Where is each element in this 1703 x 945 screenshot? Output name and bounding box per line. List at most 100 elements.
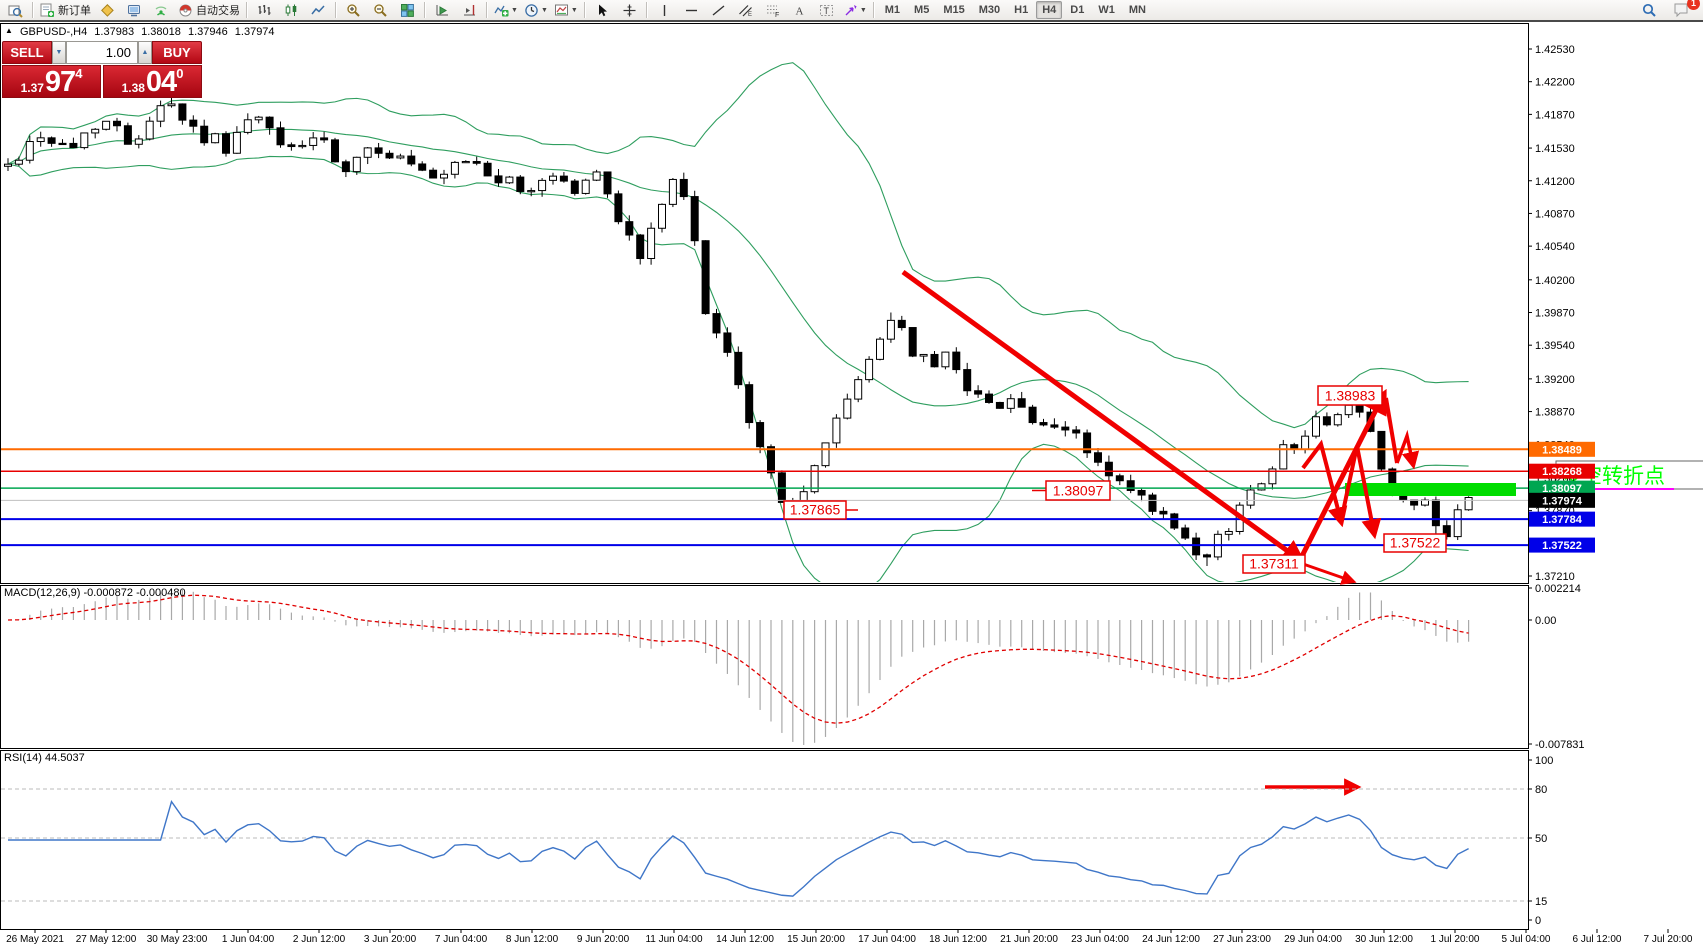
price-axis-tick: 1.41530 (1535, 143, 1575, 155)
templates-button[interactable]: ▼ (551, 0, 581, 21)
volume-decrease-button[interactable]: ▼ (52, 41, 66, 64)
trend-arrow[interactable] (1339, 445, 1382, 540)
candlestick (505, 176, 514, 184)
channel-button[interactable]: E (732, 0, 759, 21)
toolbar-separator (424, 2, 426, 18)
macd-indicator-label: MACD(12,26,9) -0.000872 -0.000480 (4, 587, 186, 599)
candlestick (549, 175, 557, 181)
low-value: 1.37946 (187, 26, 228, 38)
candlestick (1181, 527, 1190, 539)
candlestick (756, 422, 765, 448)
candlestick (647, 227, 656, 260)
cursor-button[interactable] (589, 0, 616, 21)
toolbar: 新订单 自动交易 ▼ ▼ ▼ E F A T ▼ M1 M5 M15 M30 H1 H4 D1 W1 MN 1 (0, 0, 1703, 22)
trend-arrow[interactable] (1301, 439, 1348, 528)
candlestick (1333, 414, 1342, 426)
line-chart-button[interactable] (305, 0, 332, 21)
candlestick (1301, 435, 1310, 450)
price-tag (1529, 463, 1595, 479)
timeframe-m1-button[interactable]: M1 (884, 4, 901, 16)
price-tag (1529, 441, 1595, 457)
candlestick (930, 353, 939, 368)
timeframe-m30-button[interactable]: M30 (978, 4, 1001, 16)
buy-price-display[interactable]: 1.38 04 0 (103, 65, 202, 98)
rsi-axis-tick: 50 (1535, 833, 1547, 845)
candlestick (908, 327, 917, 357)
price-annotation-text: 1.37522 (1390, 535, 1441, 551)
market-watch-icon[interactable] (2, 0, 29, 21)
sell-button[interactable]: SELL (2, 41, 52, 64)
price-axis-tick: 1.40540 (1535, 241, 1575, 253)
search-button[interactable] (1635, 0, 1662, 21)
trend-arrow[interactable] (1297, 388, 1387, 562)
buy-button[interactable]: BUY (152, 41, 202, 64)
zoom-in-button[interactable] (340, 0, 367, 21)
price-annotation-box[interactable] (1383, 533, 1447, 553)
svg-text:1.38097: 1.38097 (1542, 483, 1582, 495)
horizontal-line-button[interactable] (678, 0, 705, 21)
trend-arrow[interactable] (1384, 397, 1399, 464)
date-axis-label: 8 Jun 12:00 (506, 934, 559, 945)
candlestick (1126, 480, 1135, 491)
date-axis-label: 29 Jun 04:00 (1284, 934, 1342, 945)
macd-axis-tick: 0.002214 (1535, 583, 1581, 595)
candlestick (232, 131, 241, 154)
candlestick (472, 161, 481, 164)
label-button[interactable]: T (813, 0, 840, 21)
sell-price-display[interactable]: 1.37 97 4 (2, 65, 101, 98)
zoom-out-button[interactable] (367, 0, 394, 21)
chevron-down-icon: ▼ (570, 6, 578, 14)
auto-scroll-button[interactable] (429, 0, 456, 21)
candlestick (995, 401, 1004, 409)
candlestick (461, 161, 470, 164)
timeframe-d1-button[interactable]: D1 (1070, 4, 1085, 16)
candlestick-chart-button[interactable] (278, 0, 305, 21)
new-order-button[interactable]: 新订单 (37, 0, 94, 21)
trendline-button[interactable] (705, 0, 732, 21)
text-button[interactable]: A (786, 0, 813, 21)
candlestick (1006, 398, 1015, 409)
collapse-panel-icon[interactable]: ▲ (5, 26, 13, 35)
support-zone-bar[interactable] (1345, 483, 1516, 496)
candlestick (559, 175, 568, 182)
timeframe-h4-button[interactable]: H4 (1036, 1, 1063, 19)
close-value: 1.37974 (234, 26, 275, 38)
candlestick (745, 384, 754, 424)
toolbar-separator (583, 2, 586, 18)
candlestick (494, 175, 503, 184)
tile-windows-button[interactable] (394, 0, 421, 21)
timeframe-mn-button[interactable]: MN (1128, 4, 1146, 16)
package-icon[interactable] (94, 0, 121, 21)
date-axis-label: 21 Jun 20:00 (1000, 934, 1058, 945)
chart-shift-button[interactable] (456, 0, 483, 21)
candlestick (581, 179, 590, 194)
volume-input[interactable]: 1.00 (66, 41, 138, 64)
price-annotation-box[interactable] (1242, 554, 1306, 574)
trend-arrow[interactable] (1395, 429, 1420, 470)
terminal-icon[interactable] (121, 0, 148, 21)
signals-icon[interactable] (148, 0, 175, 21)
candlestick (58, 142, 67, 146)
volume-increase-button[interactable]: ▲ (138, 41, 152, 64)
price-annotation-box[interactable] (1317, 385, 1383, 406)
candlestick (963, 369, 972, 392)
arrows-button[interactable]: ▼ (840, 0, 870, 21)
timeframe-h1-button[interactable]: H1 (1014, 4, 1029, 16)
timeframe-m5-button[interactable]: M5 (914, 4, 930, 16)
vertical-line-button[interactable] (651, 0, 678, 21)
indicators-button[interactable]: ▼ (491, 0, 521, 21)
crosshair-button[interactable] (616, 0, 643, 21)
trend-arrow[interactable] (901, 269, 1307, 565)
notifications-button[interactable]: 1 (1668, 0, 1700, 21)
svg-text:1.37522: 1.37522 (1542, 540, 1582, 552)
price-tag (1529, 492, 1595, 508)
rsi-axis-tick: 100 (1535, 755, 1553, 767)
periods-button[interactable]: ▼ (521, 0, 551, 21)
candlestick (897, 319, 906, 329)
bar-chart-button[interactable] (251, 0, 278, 21)
price-axis-tick: 1.42530 (1535, 44, 1575, 56)
autotrading-button[interactable]: 自动交易 (175, 0, 243, 21)
timeframe-m15-button[interactable]: M15 (943, 4, 965, 16)
timeframe-w1-button[interactable]: W1 (1098, 4, 1115, 16)
fibonacci-button[interactable]: F (759, 0, 786, 21)
